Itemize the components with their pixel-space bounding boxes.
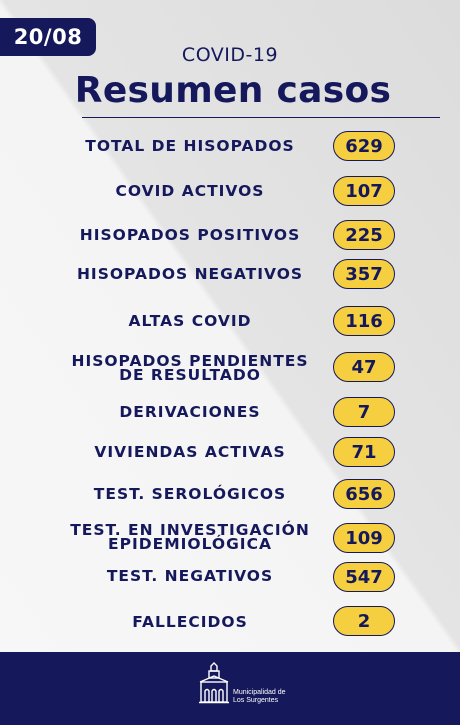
stat-label: HISOPADOS PENDIENTES DE RESULTADO bbox=[71, 352, 309, 384]
stat-label: VIVIENDAS ACTIVAS bbox=[94, 443, 286, 461]
stat-label: FALLECIDOS bbox=[132, 613, 248, 631]
stat-value-badge: 2 bbox=[333, 606, 395, 636]
stat-label: TEST. SEROLÓGICOS bbox=[93, 485, 287, 503]
stat-value-badge: 357 bbox=[333, 259, 395, 289]
municipal-building-icon bbox=[199, 662, 229, 704]
stat-value-badge: 116 bbox=[333, 306, 395, 336]
stat-value-badge: 47 bbox=[333, 352, 395, 382]
stat-value-badge: 629 bbox=[333, 131, 395, 161]
stat-value-badge: 656 bbox=[333, 479, 395, 509]
stat-value-badge: 7 bbox=[333, 397, 395, 427]
date-badge: 20/08 bbox=[0, 18, 96, 56]
stat-label: TOTAL DE HISOPADOS bbox=[85, 137, 295, 155]
stat-label: ALTAS COVID bbox=[128, 312, 252, 330]
logo-line-1: Municipalidad de bbox=[233, 689, 286, 696]
stat-value-badge: 225 bbox=[333, 220, 395, 250]
footer-bar bbox=[0, 652, 460, 725]
stat-label: DERIVACIONES bbox=[119, 403, 261, 421]
stat-label: TEST. EN INVESTIGACIÓN EPIDEMIOLÓGICA bbox=[70, 521, 310, 553]
stat-label: HISOPADOS NEGATIVOS bbox=[76, 265, 304, 283]
stat-label: COVID ACTIVOS bbox=[115, 182, 265, 200]
stat-value-badge: 547 bbox=[333, 562, 395, 592]
stat-value-badge: 109 bbox=[333, 523, 395, 553]
stat-label: HISOPADOS POSITIVOS bbox=[79, 226, 301, 244]
logo-text: Municipalidad de Los Surgentes bbox=[233, 689, 286, 705]
title-divider bbox=[82, 117, 440, 118]
page-subtitle: COVID-19 bbox=[181, 44, 279, 66]
stat-value-badge: 71 bbox=[333, 437, 395, 467]
stat-value-badge: 107 bbox=[333, 176, 395, 206]
logo-line-2: Los Surgentes bbox=[233, 697, 279, 704]
stat-label: TEST. NEGATIVOS bbox=[106, 567, 274, 585]
page-title: Resumen casos bbox=[74, 70, 392, 111]
